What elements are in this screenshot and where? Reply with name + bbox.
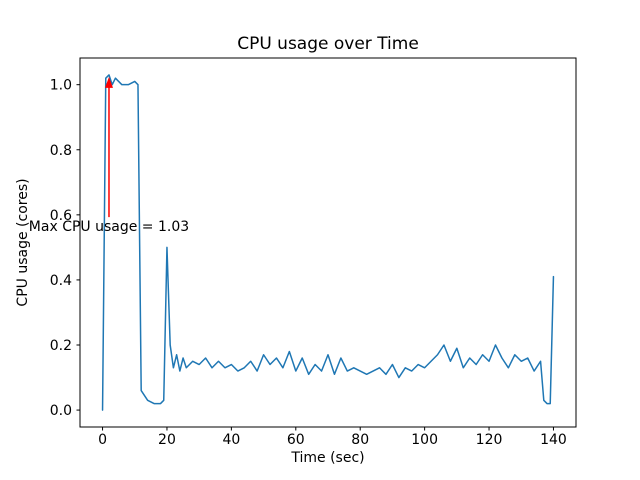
y-tick-label: 0.6 <box>50 208 72 224</box>
x-tick-label: 60 <box>287 432 305 448</box>
y-tick-label: 0.4 <box>50 273 72 289</box>
axes-frame <box>79 57 577 428</box>
x-tick-label: 140 <box>540 432 567 448</box>
y-tick-label: 0.8 <box>50 143 72 159</box>
x-axis-label: Time (sec) <box>290 450 364 466</box>
chart-title: CPU usage over Time <box>237 34 419 54</box>
x-tick-label: 40 <box>222 432 240 448</box>
y-tick-label: 0.0 <box>50 403 72 419</box>
x-tick-label: 80 <box>351 432 369 448</box>
x-tick-label: 100 <box>411 432 438 448</box>
y-tick-label: 1.0 <box>50 78 72 94</box>
max-usage-annotation: Max CPU usage = 1.03 <box>29 219 189 235</box>
plot-background <box>80 58 576 427</box>
cpu-usage-line <box>101 74 555 411</box>
y-axis-label: CPU usage (cores) <box>15 178 31 306</box>
y-tick-label: 0.2 <box>50 338 72 354</box>
axis-ticks: 0 20 40 60 80 100 120 140 0.0 0.2 0.4 0.6 0.8 1.0 <box>50 78 567 448</box>
x-tick-label: 120 <box>476 432 503 448</box>
arrow-head <box>104 76 113 88</box>
x-tick-label: 0 <box>98 432 107 448</box>
x-tick-label: 20 <box>158 432 176 448</box>
max-usage-arrow <box>104 76 113 218</box>
